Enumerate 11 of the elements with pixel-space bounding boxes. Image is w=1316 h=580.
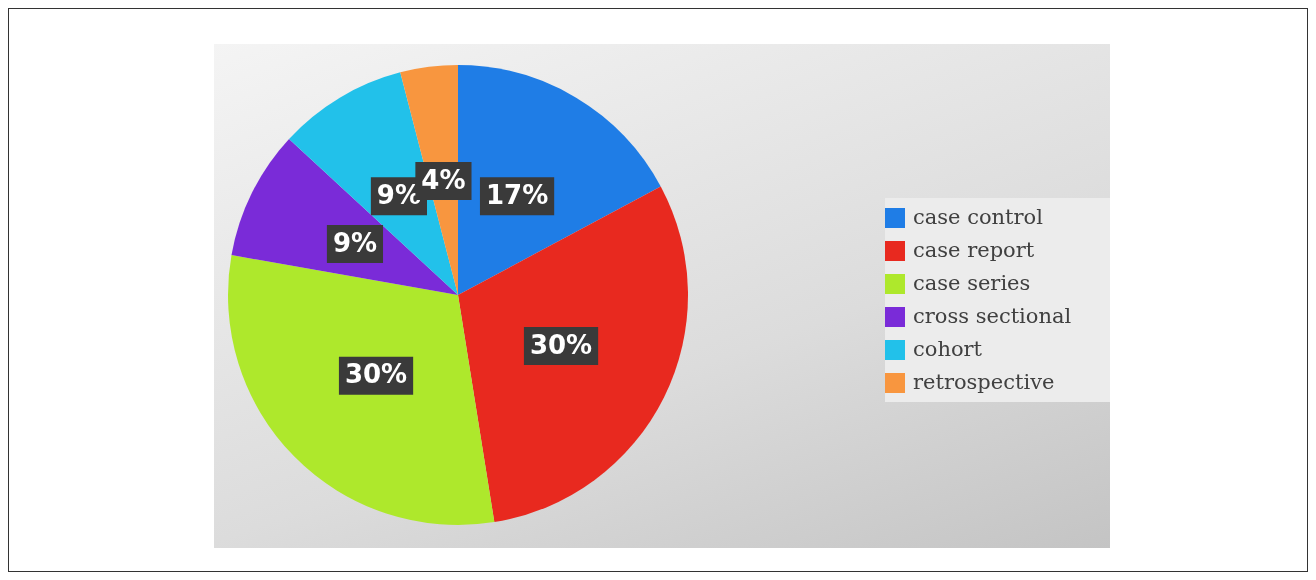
data-label: 30% <box>529 329 593 360</box>
data-label: 9% <box>332 227 378 258</box>
legend-label: case report <box>913 237 1035 264</box>
legend-label: case control <box>913 204 1043 231</box>
legend-label: retrospective <box>913 369 1055 396</box>
data-label: 17% <box>485 180 549 211</box>
legend-label: cross sectional <box>913 303 1072 330</box>
legend-label: case series <box>913 270 1031 297</box>
data-label: 30% <box>344 359 408 390</box>
data-label: 4% <box>421 164 466 195</box>
legend-label: cohort <box>913 336 983 363</box>
